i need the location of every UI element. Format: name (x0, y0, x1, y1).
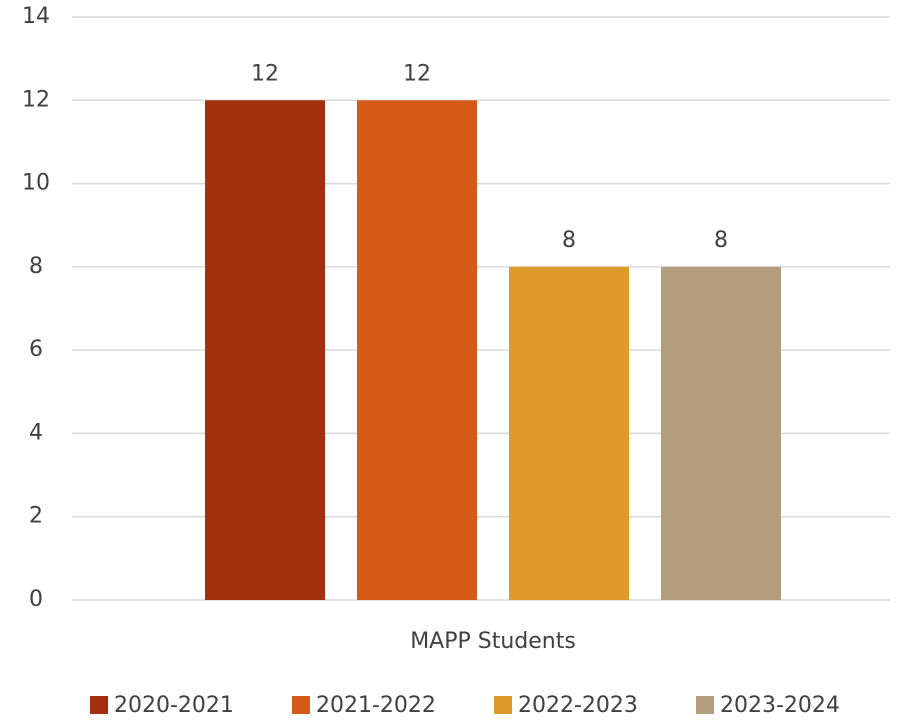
y-tick-label: 0 (29, 587, 43, 612)
legend-swatch (696, 696, 714, 714)
y-tick-label: 10 (22, 171, 50, 196)
y-tick-label: 6 (29, 337, 43, 362)
data-label: 12 (403, 61, 431, 86)
data-label: 8 (714, 228, 728, 253)
data-label: 12 (251, 61, 279, 86)
bar (509, 266, 629, 600)
y-tick-label: 8 (29, 254, 43, 279)
bar (661, 266, 781, 600)
y-tick-label: 14 (22, 4, 50, 29)
bar (357, 100, 477, 601)
legend-label: 2022-2023 (518, 693, 638, 718)
legend-label: 2020-2021 (114, 693, 234, 718)
legend-swatch (90, 696, 108, 714)
y-tick-label: 12 (22, 87, 50, 112)
bar (205, 100, 325, 601)
y-tick-label: 2 (29, 504, 43, 529)
y-tick-label: 4 (29, 420, 43, 445)
x-tick-label: MAPP Students (410, 629, 576, 654)
legend-label: 2021-2022 (316, 693, 436, 718)
legend-swatch (292, 696, 310, 714)
legend-label: 2023-2024 (720, 693, 840, 718)
legend-swatch (494, 696, 512, 714)
data-label: 8 (562, 228, 576, 253)
